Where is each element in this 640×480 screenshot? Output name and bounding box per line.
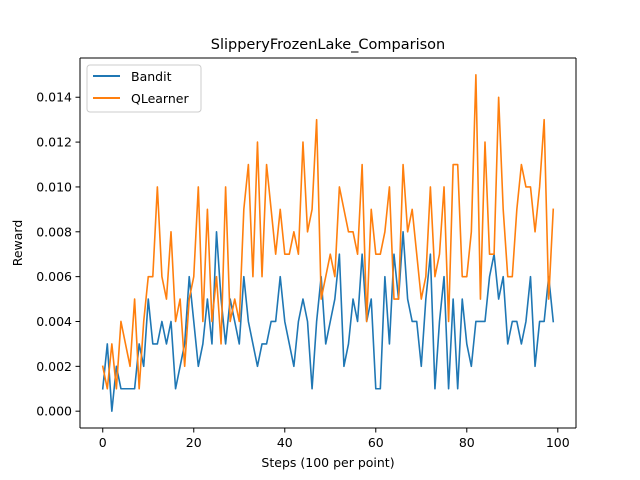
x-axis-label: Steps (100 per point) — [261, 455, 394, 470]
x-tick-label: 20 — [186, 435, 202, 450]
legend-label-bandit: Bandit — [131, 69, 172, 84]
legend: Bandit QLearner — [86, 64, 202, 113]
x-tick-label: 40 — [277, 435, 293, 450]
series-layer — [101, 74, 555, 412]
chart-title: SlipperyFrozenLake_Comparison — [211, 37, 446, 53]
y-tick-label: 0.004 — [36, 314, 72, 329]
y-axis-ticks: 0.000 0.002 0.004 0.006 0.008 0.010 0.012 0.014 — [36, 90, 80, 419]
x-tick-label: 60 — [368, 435, 384, 450]
y-tick-label: 0.010 — [36, 179, 72, 194]
y-tick-label: 0.006 — [36, 269, 72, 284]
x-tick-label: 100 — [546, 435, 570, 450]
x-tick-label: 80 — [459, 435, 475, 450]
plot-area — [80, 58, 576, 428]
series-line-bandit — [101, 230, 555, 412]
y-tick-label: 0.014 — [36, 90, 72, 105]
y-tick-label: 0.002 — [36, 359, 72, 374]
series-line-qlearner — [101, 74, 555, 390]
y-tick-label: 0.012 — [36, 135, 72, 150]
x-tick-label: 0 — [99, 435, 107, 450]
legend-label-qlearner: QLearner — [131, 91, 189, 106]
x-axis-ticks: 0 20 40 60 80 100 — [99, 428, 570, 450]
y-tick-label: 0.000 — [36, 404, 72, 419]
y-tick-label: 0.008 — [36, 224, 72, 239]
y-axis-label: Reward — [10, 220, 25, 267]
